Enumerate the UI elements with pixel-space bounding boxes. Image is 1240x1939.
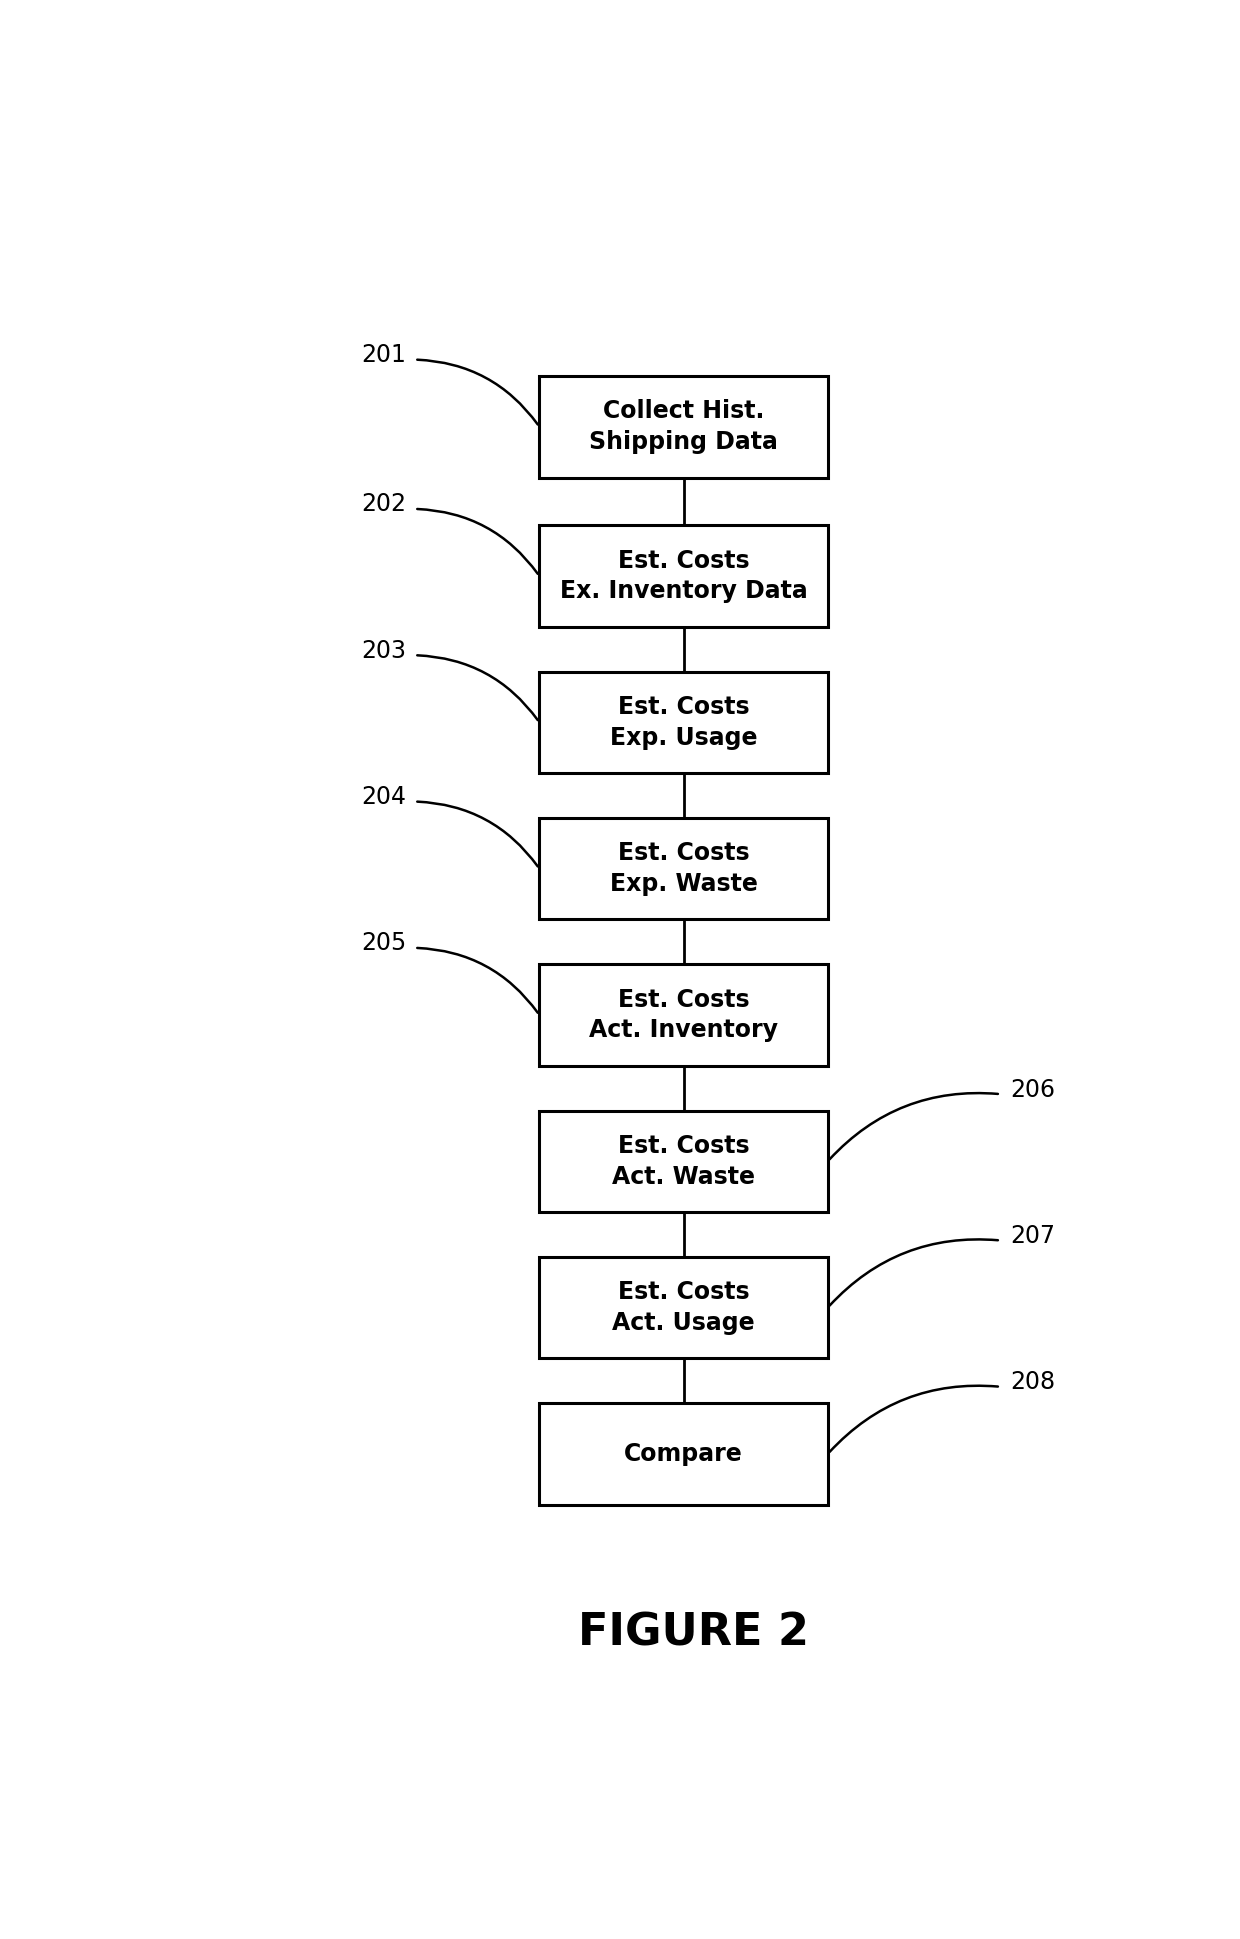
FancyBboxPatch shape <box>539 376 828 477</box>
FancyBboxPatch shape <box>539 1256 828 1359</box>
Text: Est. Costs
Act. Usage: Est. Costs Act. Usage <box>613 1280 755 1334</box>
FancyBboxPatch shape <box>539 1404 828 1505</box>
Text: 205: 205 <box>362 931 407 956</box>
Text: Est. Costs
Act. Waste: Est. Costs Act. Waste <box>613 1134 755 1189</box>
Text: Est. Costs
Exp. Usage: Est. Costs Exp. Usage <box>610 694 758 750</box>
Text: 203: 203 <box>362 638 407 663</box>
Text: Est. Costs
Exp. Waste: Est. Costs Exp. Waste <box>610 842 758 896</box>
FancyBboxPatch shape <box>539 1111 828 1212</box>
Text: Collect Hist.
Shipping Data: Collect Hist. Shipping Data <box>589 399 777 454</box>
Text: 207: 207 <box>1011 1224 1055 1249</box>
FancyBboxPatch shape <box>539 964 828 1066</box>
FancyBboxPatch shape <box>539 525 828 626</box>
Text: 208: 208 <box>1011 1371 1055 1394</box>
Text: Est. Costs
Ex. Inventory Data: Est. Costs Ex. Inventory Data <box>559 549 807 603</box>
FancyBboxPatch shape <box>539 671 828 774</box>
Text: 201: 201 <box>362 343 407 366</box>
FancyBboxPatch shape <box>539 818 828 919</box>
Text: Compare: Compare <box>624 1443 743 1466</box>
Text: Est. Costs
Act. Inventory: Est. Costs Act. Inventory <box>589 987 777 1043</box>
Text: FIGURE 2: FIGURE 2 <box>578 1611 808 1654</box>
Text: 202: 202 <box>362 493 407 516</box>
Text: 206: 206 <box>1011 1078 1055 1101</box>
Text: 204: 204 <box>362 785 407 809</box>
